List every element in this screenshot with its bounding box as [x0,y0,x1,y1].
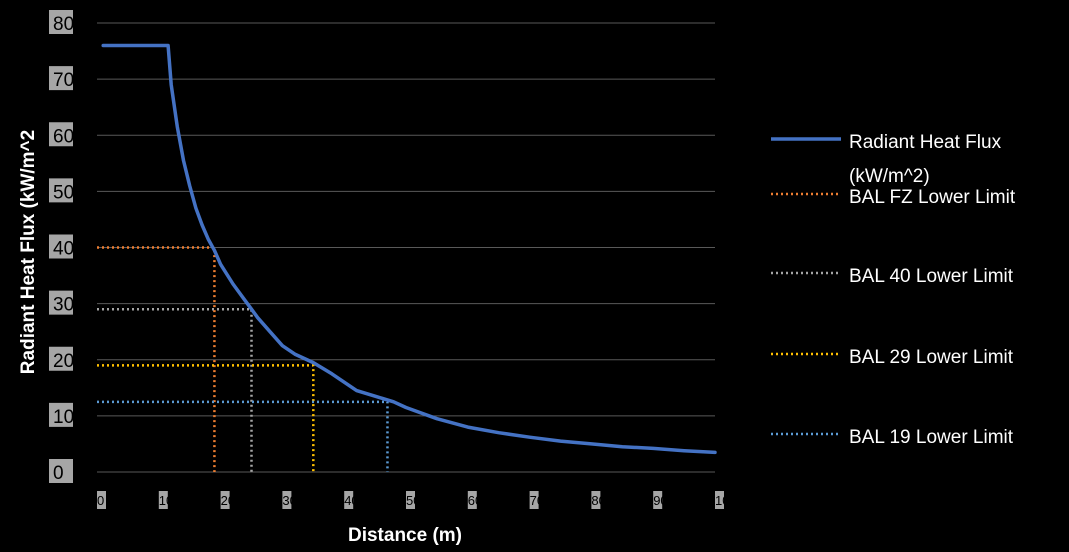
reference-line [97,400,389,472]
x-tick-label-background [591,491,601,509]
y-tick-label: 40 [53,239,74,260]
y-axis-ticks: 0 10 20 30 40 50 60 70 80 [49,10,74,484]
x-tick-label: 70 [530,493,544,508]
x-tick-label: 20 [221,493,235,508]
x-tick-label-background [406,491,415,509]
x-tick-label: 10 [159,493,173,508]
reference-line [97,307,253,472]
x-tick-label-background [97,491,106,509]
x-tick-label-background [158,491,168,509]
x-tick-label-background [467,491,477,509]
x-tick-label-background [282,491,292,509]
legend-label: BAL FZ Lower Limit [849,187,1016,208]
series-lines [101,43,717,455]
y-tick-label: 50 [53,182,74,203]
x-tick-label: 100 [715,493,737,508]
y-tick-label-background [49,122,73,147]
legend-label: Radiant Heat Flux [849,132,1002,153]
legend-label: BAL 29 Lower Limit [849,347,1014,368]
x-tick-label: 50 [406,493,420,508]
legend: Radiant Heat Flux (kW/m^2)BAL FZ Lower Li… [771,132,1016,448]
y-tick-label-background [49,402,73,427]
y-tick-label: 80 [53,14,74,35]
series-line [101,43,717,455]
x-tick-label: 80 [591,493,605,508]
y-tick-label-background [49,234,73,259]
x-tick-label: 30 [282,493,296,508]
x-tick-label-background [715,491,724,509]
y-tick-label-background [49,10,73,34]
y-tick-label-background [49,290,73,315]
y-tick-label: 60 [53,126,74,147]
x-tick-label: 40 [344,493,358,508]
gridlines [97,22,715,473]
y-tick-label: 20 [53,351,74,372]
legend-label: BAL 19 Lower Limit [849,427,1014,448]
y-tick-label: 70 [53,70,74,91]
x-tick-label-background [653,491,663,509]
y-tick-label-background [49,346,73,371]
x-tick-label: 60 [468,493,482,508]
y-axis-title: Radiant Heat Flux (kW/m^2 [18,130,39,374]
x-axis-ticks: 0 10 20 30 40 50 60 70 80 90 100 [97,491,737,509]
y-tick-label-background [49,66,73,91]
y-tick-label-background [49,459,73,483]
x-tick-label-background [220,491,230,509]
x-tick-label: 90 [653,493,667,508]
legend-label: BAL 40 Lower Limit [849,266,1014,287]
x-tick-label-background [529,491,539,509]
x-tick-label: 0 [97,493,104,508]
y-tick-label: 30 [53,295,74,316]
reference-line [97,364,315,472]
x-tick-label-background [344,491,354,509]
x-axis-title: Distance (m) [348,525,462,546]
y-tick-label-background [49,178,73,203]
y-tick-label: 0 [53,463,64,484]
y-tick-label: 10 [53,407,74,428]
reference-lines [97,246,389,472]
legend-label: (kW/m^2) [849,166,930,187]
